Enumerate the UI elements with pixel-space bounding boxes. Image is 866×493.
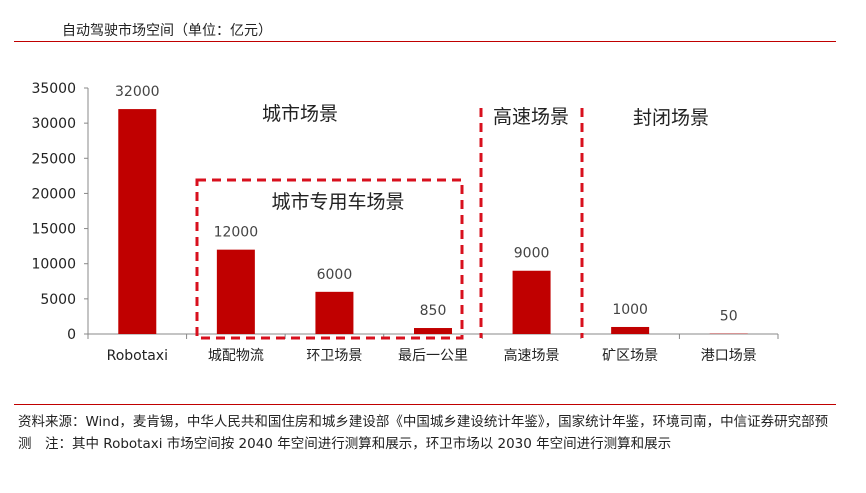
urban-special-vehicle-box xyxy=(195,178,464,340)
x-tick-label: 矿区场景 xyxy=(602,348,658,364)
bottom-divider xyxy=(14,404,836,405)
chart-title: 自动驾驶市场空间（单位：亿元） xyxy=(62,23,272,39)
data-label: 6000 xyxy=(317,267,353,283)
source-note: 资料来源：Wind，麦肯锡，中华人民共和国住房和城乡建设部《中国城乡建设统计年鉴… xyxy=(18,414,829,452)
data-label: 32000 xyxy=(115,84,160,100)
data-label: 50 xyxy=(720,309,738,325)
data-label: 9000 xyxy=(514,246,550,262)
y-tick-label: 15000 xyxy=(31,222,76,238)
y-tick-label: 30000 xyxy=(31,116,76,132)
x-tick-label: 最后一公里 xyxy=(398,348,468,364)
x-tick-label: 高速场景 xyxy=(504,347,560,364)
x-tick-label: 港口场景 xyxy=(701,348,757,364)
bar xyxy=(414,328,452,334)
y-tick-label: 20000 xyxy=(31,186,76,202)
y-tick-label: 0 xyxy=(67,327,76,343)
data-label: 12000 xyxy=(214,225,259,241)
top-divider xyxy=(14,41,836,42)
x-tick-label: 环卫场景 xyxy=(306,348,362,364)
bar xyxy=(512,270,551,334)
y-tick-label: 35000 xyxy=(31,81,76,97)
y-tick-label: 25000 xyxy=(31,151,76,167)
y-tick-label: 10000 xyxy=(31,257,76,273)
bar xyxy=(216,249,255,334)
bar xyxy=(315,291,354,334)
zone-label-urban: 城市场景 xyxy=(262,103,338,125)
bar xyxy=(118,109,157,334)
zone-label-highway: 高速场景 xyxy=(493,106,569,128)
x-tick-label: Robotaxi xyxy=(107,348,168,364)
bar-chart: 0 5000 10000 15000 20000 25000 30000 35000 32000… xyxy=(31,81,779,364)
bar xyxy=(611,326,650,334)
zone-label-closed: 封闭场景 xyxy=(633,107,709,129)
data-label: 850 xyxy=(420,303,447,319)
data-label: 1000 xyxy=(612,302,648,318)
x-tick-label: 城配物流 xyxy=(208,348,264,364)
y-tick-label: 5000 xyxy=(40,292,76,308)
zone-label-urban-special: 城市专用车场景 xyxy=(271,191,404,213)
